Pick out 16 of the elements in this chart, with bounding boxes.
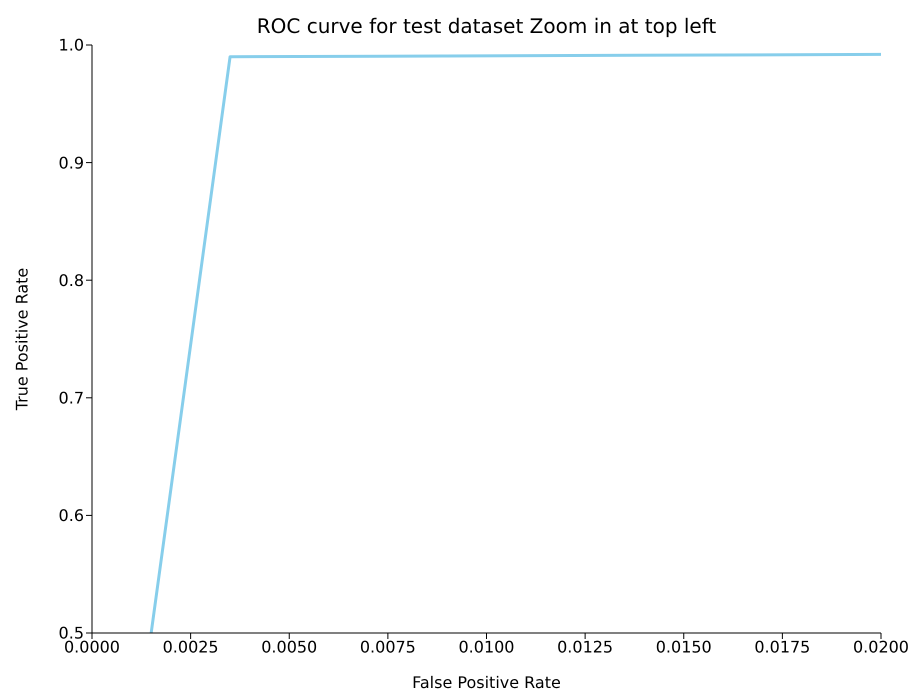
y-tick-label: 0.6 (58, 506, 84, 526)
chart-title: ROC curve for test dataset Zoom in at top left (256, 14, 718, 38)
x-tick-label: 0.0050 (261, 637, 318, 656)
x-tick-label: 0.0075 (360, 637, 416, 656)
y-tick-label: 0.9 (58, 153, 84, 172)
x-tick-label: 0.0200 (853, 637, 909, 656)
y-tick-label: 0.7 (58, 388, 84, 408)
x-tick-label: 0.0100 (458, 637, 514, 656)
y-tick-label: 1.0 (58, 36, 84, 55)
x-tick-label: 0.0175 (754, 637, 810, 656)
x-tick-label: 0.0150 (656, 637, 712, 656)
y-axis-title: True Positive Rate (12, 268, 32, 412)
y-tick-label: 0.8 (58, 270, 84, 290)
x-tick-label: 0.0025 (162, 637, 219, 656)
x-tick-label: 0.0125 (557, 637, 614, 656)
x-axis-title: False Positive Rate (412, 673, 561, 692)
